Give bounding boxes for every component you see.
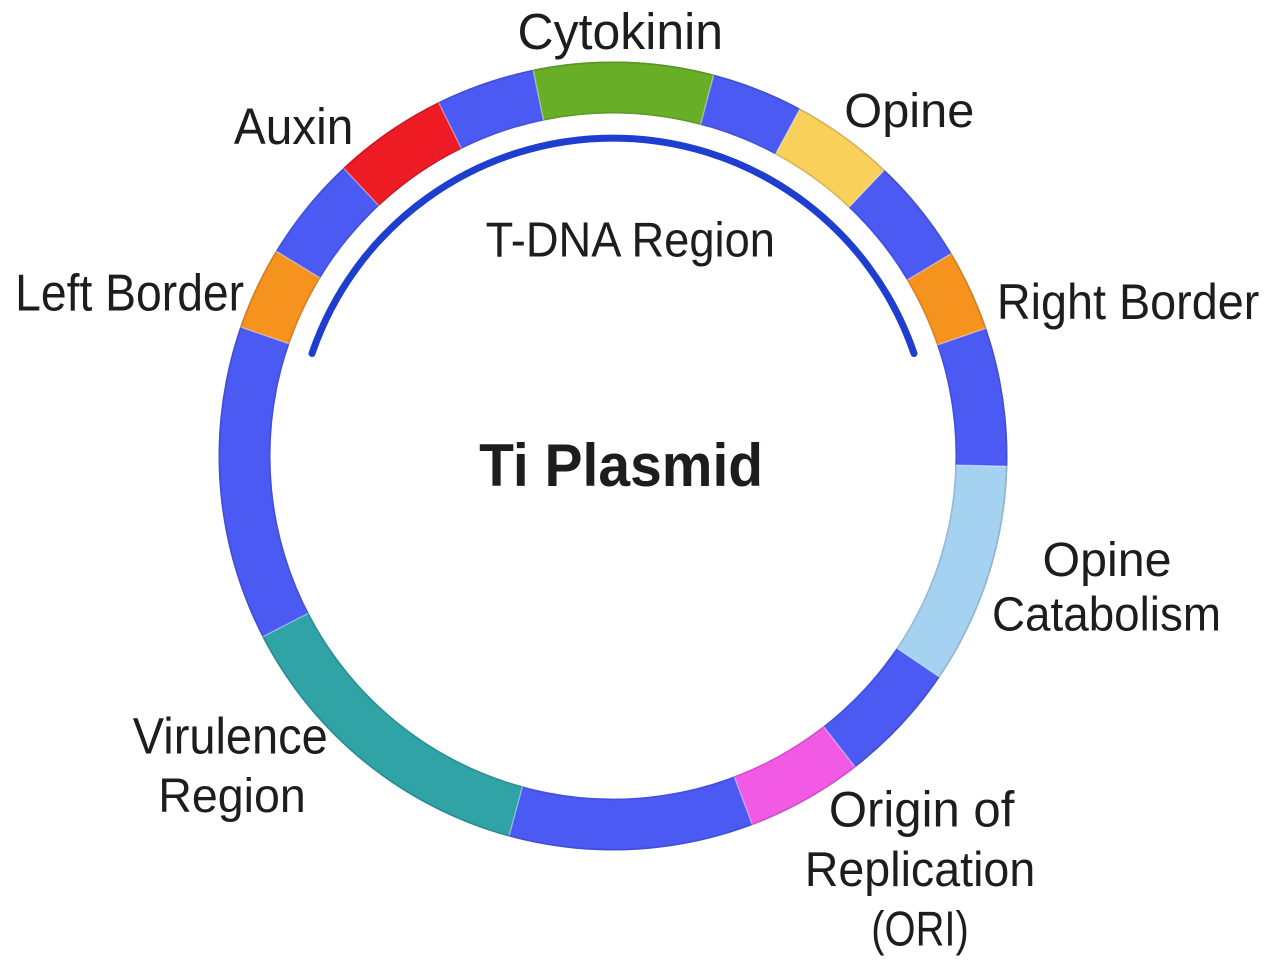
svg-text:Right Border: Right Border [997, 274, 1260, 330]
svg-text:Virulence: Virulence [133, 708, 328, 765]
svg-text:Cytokinin: Cytokinin [518, 3, 724, 60]
svg-text:Catabolism: Catabolism [992, 589, 1221, 642]
svg-text:Ti Plasmid: Ti Plasmid [479, 432, 763, 499]
svg-text:Opine: Opine [1043, 534, 1172, 587]
svg-text:Origin of: Origin of [829, 782, 1015, 838]
svg-text:Replication: Replication [805, 843, 1036, 897]
svg-text:Auxin: Auxin [234, 98, 354, 155]
svg-text:T-DNA Region: T-DNA Region [486, 214, 775, 268]
svg-text:Opine: Opine [844, 85, 974, 138]
svg-text:Left Border: Left Border [15, 264, 244, 322]
svg-text:Region: Region [158, 769, 306, 823]
svg-text:(ORI): (ORI) [871, 903, 969, 957]
